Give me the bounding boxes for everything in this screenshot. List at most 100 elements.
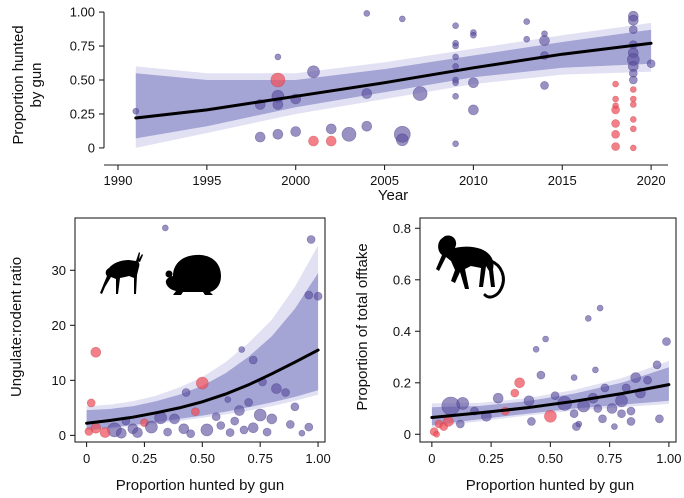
- offtake-panel-point: [572, 422, 581, 431]
- offtake-panel-point: [532, 345, 540, 353]
- year-panel-point: [452, 63, 459, 70]
- year-panel-point: [468, 104, 479, 116]
- offtake-panel-point: [542, 335, 549, 343]
- offtake-panel-point: [655, 414, 664, 424]
- offtake-panel-point: [514, 377, 525, 389]
- year-panel-ylabel-line2: by gun: [28, 62, 45, 107]
- year-panel-point: [254, 131, 266, 143]
- ratio-panel-points: [84, 224, 323, 439]
- ratio-panel-point: [230, 416, 239, 426]
- ratio-panel-point: [238, 346, 245, 353]
- offtake-panel-x-tick-label: 0.50: [538, 451, 563, 466]
- ratio-panel-point: [84, 427, 94, 436]
- offtake-panel-point: [662, 337, 671, 346]
- ratio-panel-point: [116, 427, 127, 439]
- ratio-panel-point: [253, 408, 267, 422]
- year-panel-point: [452, 53, 459, 61]
- offtake-panel-point: [626, 406, 636, 416]
- year-panel-point: [646, 59, 656, 69]
- ratio-panel-point: [266, 413, 278, 425]
- year-panel-y-tick-label: 0.50: [70, 73, 95, 88]
- year-panel-point: [361, 88, 373, 99]
- ratio-panel-band-inner: [86, 273, 319, 430]
- offtake-panel-y-tick-label: 0.6: [393, 272, 411, 287]
- year-panel: Proportion hunted by gun Year 1990 1995 20…: [10, 5, 668, 204]
- year-panel-point: [540, 81, 549, 90]
- offtake-panel-ylabel: Proportion of total offtake: [354, 243, 371, 410]
- ratio-panel-point: [262, 427, 272, 437]
- offtake-panel-point: [652, 360, 662, 370]
- year-panel-point: [412, 86, 428, 101]
- offtake-panel-axes: 0 0.25 0.50 0.75 1.00 0 0.2 0.4 0.6 0.8: [393, 221, 682, 466]
- rodent-icon: [165, 254, 221, 295]
- offtake-panel-point: [492, 392, 504, 404]
- ratio-panel-point: [290, 402, 300, 412]
- year-panel-point: [452, 22, 459, 30]
- ratio-panel-point: [162, 224, 169, 232]
- offtake-panel-x-tick-label: 1.00: [656, 451, 681, 466]
- year-panel-point: [395, 133, 409, 147]
- year-panel-point: [612, 80, 619, 88]
- year-panel-point: [307, 65, 320, 79]
- year-panel-point: [629, 116, 637, 123]
- offtake-panel-x-tick-label: 0.25: [478, 451, 503, 466]
- offtake-panel-point: [456, 397, 470, 410]
- year-panel-point: [523, 18, 531, 25]
- offtake-panel: Proportion of total offtake Proportion h…: [354, 217, 682, 494]
- ratio-panel-point: [239, 425, 249, 435]
- year-panel-xlabel: Year: [378, 187, 408, 204]
- ratio-panel-axes: 0 0.25 0.50 0.75 1.00 0 10 20 30: [52, 263, 331, 466]
- ratio-panel-ylabel: Ungulate:rodent ratio: [8, 257, 25, 397]
- year-panel-point: [452, 140, 459, 148]
- year-panel-point: [452, 42, 459, 50]
- year-panel-point: [274, 53, 282, 61]
- year-panel-y-tick-label: 0.25: [70, 106, 95, 121]
- year-panel-point: [398, 15, 406, 23]
- ratio-panel-point: [163, 427, 172, 437]
- offtake-panel-point: [643, 375, 652, 385]
- offtake-panel-y-tick-label: 0.8: [393, 221, 411, 236]
- ratio-panel-point: [281, 388, 290, 397]
- year-panel-point: [627, 14, 639, 26]
- ratio-panel-point: [247, 422, 259, 434]
- ratio-panel-point: [271, 383, 282, 394]
- offtake-panel-y-tick-label: 0: [404, 427, 411, 442]
- year-panel-x-tick-label: 2020: [637, 173, 666, 188]
- offtake-panel-point: [544, 409, 557, 423]
- ratio-panel-point: [224, 396, 232, 403]
- ratio-panel-x-tick-label: 0.75: [248, 451, 273, 466]
- year-panel-point: [363, 10, 371, 17]
- year-panel-point: [452, 79, 459, 86]
- offtake-panel-point: [600, 383, 610, 393]
- ratio-panel-point: [132, 427, 143, 438]
- ratio-panel-point: [145, 420, 158, 434]
- ratio-panel-point: [304, 290, 314, 300]
- offtake-panel-point: [593, 404, 603, 413]
- year-panel-trend-line: [134, 41, 653, 120]
- year-panel-point: [611, 130, 620, 139]
- ratio-panel-y-tick-label: 20: [52, 318, 66, 333]
- ratio-panel-point: [186, 429, 195, 439]
- ratio-panel-point: [86, 398, 96, 408]
- offtake-panel-point: [523, 395, 535, 407]
- year-panel-point: [523, 35, 531, 43]
- offtake-panel-x-tick-label: 0.75: [597, 451, 622, 466]
- year-panel-point: [361, 120, 373, 132]
- ratio-panel-point: [169, 413, 180, 425]
- year-panel-x-tick-label: 2010: [459, 173, 488, 188]
- year-panel-x-tick-label: 1995: [192, 173, 221, 188]
- offtake-panel-point: [433, 430, 440, 438]
- ratio-panel-frame: [74, 217, 326, 443]
- ratio-panel-point: [178, 423, 190, 435]
- ratio-panel-point: [304, 422, 314, 432]
- offtake-panel-point: [550, 391, 560, 401]
- ratio-panel-point: [196, 376, 209, 390]
- year-panel-ylabel-line1: Proportion hunted: [10, 25, 27, 144]
- year-panel-y-tick-label: 1.00: [70, 5, 95, 20]
- year-panel-point: [325, 135, 337, 147]
- offtake-panel-x-tick-label: 0: [428, 451, 435, 466]
- ratio-panel-point: [200, 423, 214, 437]
- ratio-panel-x-tick-label: 0: [83, 451, 90, 466]
- ratio-panel-x-tick-label: 0.25: [132, 451, 157, 466]
- offtake-panel-point: [569, 409, 579, 419]
